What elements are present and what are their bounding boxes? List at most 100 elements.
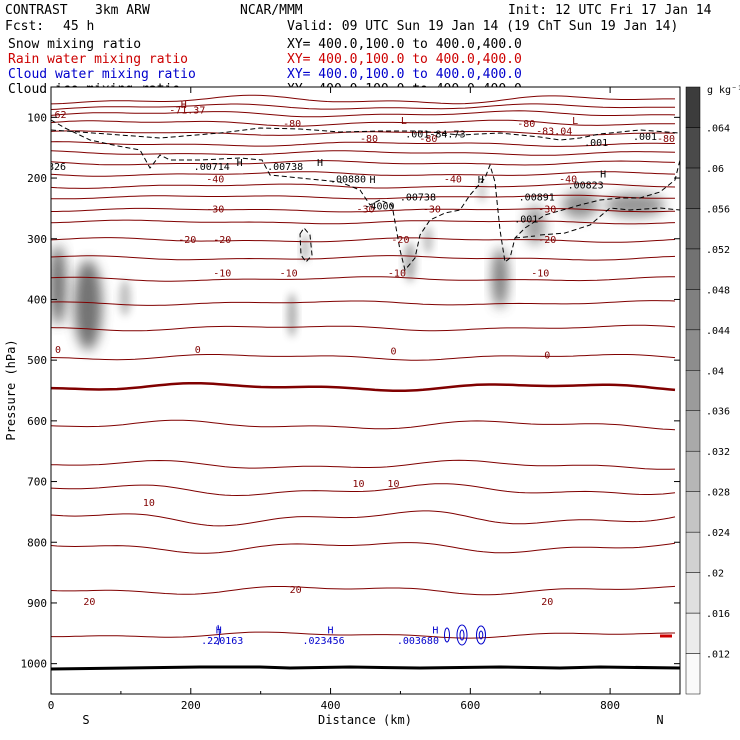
x-tick-label: 400: [321, 699, 341, 712]
temperature-contours: [51, 94, 676, 639]
colorbar-swatch: [685, 289, 701, 331]
axes: 0 200 400 600 800100200300400500600700800900…: [21, 87, 681, 712]
temperature-label: -10: [213, 268, 231, 279]
temperature-label: -40: [444, 174, 462, 185]
temperature-label: -10: [531, 268, 549, 279]
temperature-contour-line: [51, 419, 676, 431]
temperature-label: -30: [356, 205, 374, 216]
ground-line: [51, 665, 680, 671]
colorbar-label: .06: [706, 164, 724, 175]
contour-value-label: .003680: [397, 636, 439, 647]
x-tick-label: 0: [48, 699, 55, 712]
temperature-label: 0: [390, 347, 396, 358]
colorbar-swatch: [685, 653, 701, 695]
snow-blob: [74, 260, 102, 350]
cloud-ice-contour-line: [51, 119, 680, 272]
snow-blob: [51, 245, 66, 325]
x-axis-end-label: N: [656, 713, 663, 727]
temperature-label: -10: [280, 268, 298, 279]
temperature-contour-line: [51, 585, 676, 596]
temperature-label: -20: [178, 235, 196, 246]
temperature-contour-line: [51, 542, 676, 554]
x-tick-label: 200: [181, 699, 201, 712]
center-name: NCAR/MMM: [240, 3, 303, 18]
extremum-marker: H: [432, 625, 438, 636]
temperature-contour-line: [51, 94, 675, 105]
contour-value-label: .001: [633, 132, 657, 143]
temperature-label: -80: [360, 134, 378, 145]
x-axis-label: Distance (km): [318, 713, 412, 727]
extremum-marker: H: [216, 625, 222, 636]
temperature-contour-line: [51, 324, 676, 332]
colorbar-label: .056: [706, 204, 730, 215]
y-tick-label: 400: [27, 293, 47, 306]
temperature-contour-line: [51, 483, 676, 497]
extremum-marker: H: [478, 175, 484, 186]
cloud-water-contour-line: [444, 627, 450, 643]
colorbar-label: .016: [706, 609, 730, 620]
x-axis-start-label: S: [82, 713, 89, 727]
colorbar-swatch: [685, 248, 701, 290]
temperature-label: -80: [657, 134, 675, 145]
colorbar-label: .064: [706, 123, 730, 134]
temperature-contour-line: [51, 219, 676, 225]
colorbar-label: .048: [706, 285, 730, 296]
colorbar-swatch: [685, 127, 701, 169]
forecast-hours: 45 h: [63, 19, 94, 34]
colorbar-label: .02: [706, 569, 724, 580]
field-xy-snow: XY= 400.0,100.0 to 400.0,400.0: [287, 37, 522, 52]
contour-value-label: 0.62: [42, 110, 66, 121]
temperature-label: 20: [290, 585, 302, 596]
cloud-water-contour-line: [217, 624, 220, 646]
temperature-label: -30: [206, 205, 224, 216]
colorbar: g kg⁻¹ .012 .016 .02 .024 .028 .032 .036 .04 .04…: [685, 85, 740, 695]
colorbar-swatch: [685, 572, 701, 614]
colorbar-label: .036: [706, 407, 730, 418]
y-tick-label: 200: [27, 172, 47, 185]
temperature-label: 20: [541, 597, 553, 608]
y-tick-label: 800: [27, 536, 47, 549]
header: CONTRAST 3km ARW NCAR/MMM Init: 12 UTC F…: [5, 3, 712, 97]
extremum-marker: H: [181, 100, 187, 111]
temperature-label: 0: [55, 345, 61, 356]
field-xy-rain: XY= 400.0,100.0 to 400.0,400.0: [287, 52, 522, 67]
y-axis-label: Pressure (hPa): [4, 339, 18, 440]
extremum-marker: H: [317, 158, 323, 169]
temperature-contour-line: [51, 207, 676, 213]
extremum-marker: H: [328, 625, 334, 636]
temperature-label: 0: [544, 350, 550, 361]
temperature-contour-line: [51, 354, 676, 361]
colorbar-swatch: [685, 167, 701, 209]
temperature-label: -20: [391, 235, 409, 246]
temperature-contour-line: [51, 276, 675, 282]
temperature-label: -80: [419, 134, 437, 145]
temperature-contour-line: [51, 119, 676, 127]
y-tick-label: 600: [27, 415, 47, 428]
temperature-label: 10: [143, 498, 155, 509]
y-tick-label: 700: [27, 476, 47, 489]
temperature-contour-line: [51, 255, 676, 261]
contour-value-label: .0826: [36, 162, 66, 173]
temperature-contour-line: [51, 194, 676, 200]
colorbar-label: .052: [706, 245, 730, 256]
colorbar-swatch: [685, 370, 701, 411]
snow-blob: [423, 226, 433, 254]
colorbar-label: .028: [706, 488, 730, 499]
cloud-water-contour-line: [476, 625, 486, 645]
temperature-label: -30: [423, 205, 441, 216]
contour-value-label: -4000: [364, 202, 394, 213]
model-name: CONTRAST: [5, 3, 68, 18]
contour-labels: -71.37-80 -80-80 -80-80-40 -40 -40-30 -30 -30-…: [36, 100, 675, 647]
colorbar-swatch: [685, 410, 701, 452]
extremum-marker: L: [401, 116, 407, 127]
colorbar-swatch: [685, 86, 701, 128]
colorbar-swatch: [685, 208, 701, 250]
temperature-contour-line: [51, 381, 676, 393]
contour-value-label: .00880: [330, 174, 366, 185]
temperature-label: -40: [559, 174, 577, 185]
contour-value-label: .00891: [519, 193, 555, 204]
temperature-label: -10: [388, 268, 406, 279]
x-tick-label: 800: [600, 699, 620, 712]
field-name-rain: Rain water mixing ratio: [8, 52, 188, 67]
colorbar-label: .032: [706, 447, 730, 458]
